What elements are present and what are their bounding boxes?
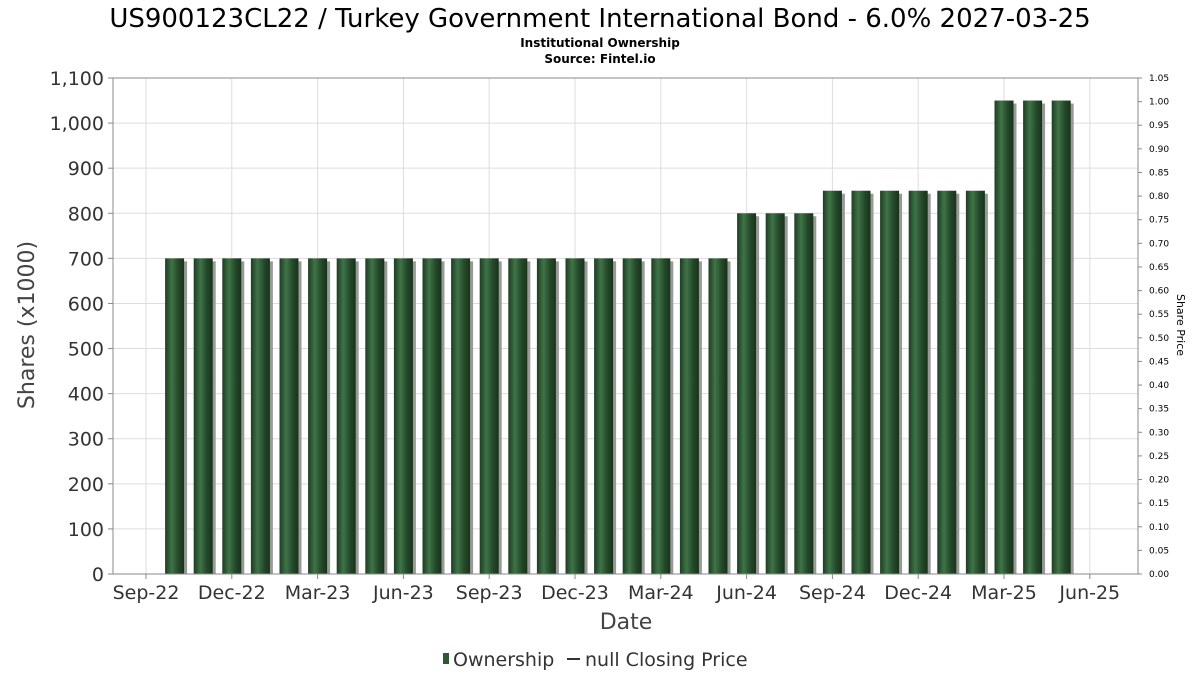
ownership-bar <box>908 190 928 574</box>
ownership-bar <box>765 213 785 575</box>
y2-tick-label: 0.55 <box>1149 310 1169 320</box>
y-tick-label: 1,100 <box>50 68 104 90</box>
y2-tick-label: 0.75 <box>1149 216 1169 226</box>
y2-axis-ticks: 0.00 0.05 0.10 0.15 0.20 0.25 0.30 0.35 0.40 0.45… <box>1138 74 1169 580</box>
y2-tick-label: 0.30 <box>1149 428 1169 438</box>
ownership-bar <box>222 258 242 574</box>
legend-price-label: null Closing Price <box>585 649 748 671</box>
x-tick-label: Dec-22 <box>198 582 266 604</box>
ownership-bar <box>536 258 556 574</box>
y2-tick-label: 0.50 <box>1149 334 1169 344</box>
y-axis-label: Shares (x1000) <box>15 241 40 409</box>
ownership-bar <box>250 258 270 574</box>
x-tick-label: Jun-23 <box>372 582 434 604</box>
chart-source: Source: Fintel.io <box>544 52 655 66</box>
ownership-bar <box>794 213 814 575</box>
y2-tick-label: 0.70 <box>1149 239 1169 249</box>
y2-tick-label: 1.05 <box>1149 74 1169 84</box>
ownership-bar <box>565 258 585 574</box>
ownership-bar <box>594 258 614 574</box>
ownership-bar <box>1051 100 1071 574</box>
x-axis-ticks: Sep-22 Dec-22 Mar-23 Jun-23 Sep-23 Dec-23 Mar-… <box>113 574 1120 604</box>
y2-tick-label: 0.10 <box>1149 523 1169 533</box>
ownership-bar <box>479 258 499 574</box>
ownership-bar <box>1023 100 1043 574</box>
y2-tick-label: 0.85 <box>1149 168 1169 178</box>
y2-tick-label: 0.05 <box>1149 546 1169 556</box>
y-tick-label: 500 <box>68 339 104 361</box>
ownership-bar <box>193 258 213 574</box>
legend-ownership-swatch <box>443 653 449 664</box>
y2-tick-label: 0.35 <box>1149 405 1169 415</box>
x-tick-label: Dec-24 <box>884 582 952 604</box>
y-tick-label: 100 <box>68 519 104 541</box>
y2-tick-label: 0.45 <box>1149 357 1169 367</box>
y-tick-label: 600 <box>68 293 104 315</box>
x-tick-label: Dec-23 <box>541 582 609 604</box>
ownership-bar <box>336 258 356 574</box>
ownership-bar <box>508 258 528 574</box>
ownership-bar <box>422 258 442 574</box>
y2-tick-label: 0.90 <box>1149 145 1169 155</box>
y-tick-label: 900 <box>68 158 104 180</box>
y-tick-label: 400 <box>68 384 104 406</box>
ownership-bar <box>994 100 1014 574</box>
ownership-bar <box>308 258 328 574</box>
legend-ownership-label: Ownership <box>453 649 554 671</box>
ownership-bar <box>851 190 871 574</box>
ownership-bar <box>651 258 671 574</box>
legend: Ownership null Closing Price <box>443 649 748 671</box>
ownership-bar <box>451 258 471 574</box>
ownership-bar <box>279 258 299 574</box>
ownership-bar <box>822 190 842 574</box>
ownership-bar <box>365 258 385 574</box>
ownership-bar <box>937 190 957 574</box>
y2-tick-label: 0.60 <box>1149 287 1169 297</box>
ownership-bar <box>165 258 185 574</box>
y-tick-label: 300 <box>68 429 104 451</box>
y2-tick-label: 0.95 <box>1149 121 1169 131</box>
y2-tick-label: 0.40 <box>1149 381 1169 391</box>
x-tick-label: Mar-25 <box>971 582 1037 604</box>
ownership-bar <box>393 258 413 574</box>
y-axis-ticks: 0 100 200 300 400 500 600 700 800 900 1,000 1,100 <box>50 68 113 586</box>
ownership-bar <box>880 190 900 574</box>
chart-subtitle: Institutional Ownership <box>520 36 680 50</box>
x-tick-label: Sep-24 <box>799 582 866 604</box>
ownership-bar <box>965 190 985 574</box>
ownership-bar <box>622 258 642 574</box>
x-tick-label: Mar-23 <box>285 582 351 604</box>
y2-tick-label: 0.25 <box>1149 452 1169 462</box>
y2-tick-label: 0.65 <box>1149 263 1169 273</box>
x-tick-label: Mar-24 <box>628 582 694 604</box>
y-tick-label: 700 <box>68 248 104 270</box>
x-axis-label: Date <box>600 610 653 635</box>
x-tick-label: Jun-24 <box>715 582 777 604</box>
y-tick-label: 200 <box>68 474 104 496</box>
y2-tick-label: 0.80 <box>1149 192 1169 202</box>
x-tick-label: Sep-23 <box>456 582 523 604</box>
y2-axis-label: Share Price <box>1174 294 1187 356</box>
x-tick-label: Sep-22 <box>113 582 180 604</box>
bars <box>165 100 1074 575</box>
ownership-bar <box>737 213 757 575</box>
ownership-bar <box>679 258 699 574</box>
ownership-bar <box>708 258 728 574</box>
y-tick-label: 800 <box>68 203 104 225</box>
y-tick-label: 1,000 <box>50 113 104 135</box>
x-tick-label: Jun-25 <box>1058 582 1120 604</box>
plot-frame <box>112 77 1139 575</box>
y2-tick-label: 0.15 <box>1149 499 1169 509</box>
y2-tick-label: 0.00 <box>1149 570 1169 580</box>
y2-tick-label: 0.20 <box>1149 476 1169 486</box>
chart-title: US900123CL22 / Turkey Government Interna… <box>109 4 1090 34</box>
y2-tick-label: 1.00 <box>1149 98 1169 108</box>
y-tick-label: 0 <box>92 564 104 586</box>
